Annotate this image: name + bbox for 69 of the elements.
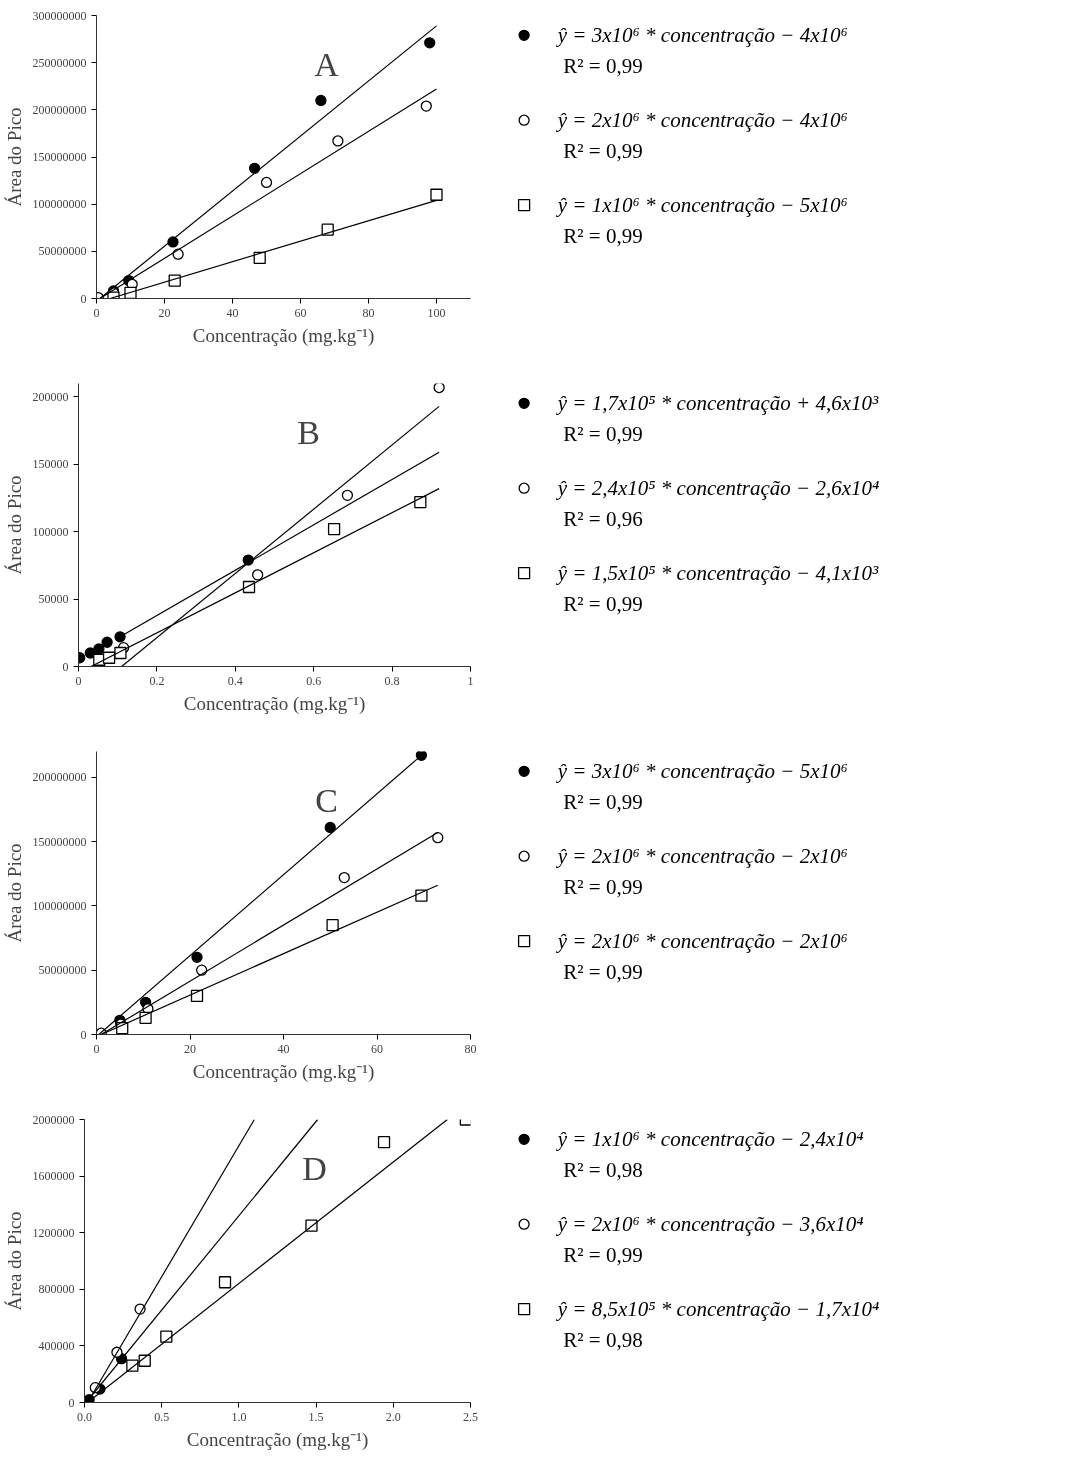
y-tick-label: 0 xyxy=(68,1395,75,1410)
x-tick-label: 80 xyxy=(464,1041,477,1056)
y-tick-label: 2000000 xyxy=(32,1112,75,1127)
y-tick-label: 50000000 xyxy=(38,963,87,978)
x-tick-label: 40 xyxy=(277,1041,290,1056)
x-tick-label: 0 xyxy=(93,1041,100,1056)
y-tick-label: 150000 xyxy=(32,457,69,472)
y-axis-title: Área do Pico xyxy=(3,1211,25,1311)
x-tick-label: 0.4 xyxy=(227,673,243,688)
x-tick-label: 1.5 xyxy=(308,1409,324,1424)
x-axis-title: Concentração (mg.kg⁻¹) xyxy=(192,1060,375,1083)
x-axis-title: Concentração (mg.kg⁻¹) xyxy=(192,324,375,347)
y-tick-label: 800000 xyxy=(38,1282,75,1297)
y-axis-title: Área do Pico xyxy=(3,843,25,943)
x-tick-label: 1.0 xyxy=(231,1409,247,1424)
y-tick-label: 0 xyxy=(62,659,69,674)
legend-label: ŷ = 3x10⁶ * concentração − 4x10⁶ R² = 0,99 xyxy=(555,23,848,79)
y-tick-label: 0 xyxy=(80,1027,87,1042)
legend-label: ŷ = 1x10⁶ * concentração − 5x10⁶ R² = 0,99 xyxy=(555,193,848,249)
x-tick-label: 0.8 xyxy=(384,673,400,688)
legend-label: ŷ = 2,4x10⁵ * concentração − 2,6x10⁴ R² = 0,96 xyxy=(555,476,880,532)
legend-label: ŷ = 1x10⁶ * concentração − 2,4x10⁴ R² = 0,98 xyxy=(555,1127,864,1183)
x-tick-label: 60 xyxy=(294,305,307,320)
text: D xyxy=(302,1149,327,1187)
legend-label: ŷ = 8,5x10⁵ * concentração − 1,7x10⁴ R² = 0,98 xyxy=(555,1297,880,1353)
y-tick-label: 200000000 xyxy=(32,102,87,117)
legend-label: ŷ = 1,5x10⁵ * concentração − 4,1x10³ R² = 0,99 xyxy=(555,561,880,617)
x-tick-label: 60 xyxy=(371,1041,383,1056)
y-tick-label: 200000000 xyxy=(32,770,87,785)
x-tick-label: 2.0 xyxy=(385,1409,401,1424)
legend-label: ŷ = 1,7x10⁵ * concentração + 4,6x10³ R² = 0,99 xyxy=(555,391,880,447)
x-tick-label: 80 xyxy=(362,305,375,320)
text: C xyxy=(315,781,338,819)
x-axis-title: Concentração (mg.kg⁻¹) xyxy=(186,1428,369,1451)
y-axis-title: Área do Pico xyxy=(3,475,25,575)
legend-label: ŷ = 2x10⁶ * concentração − 2x10⁶ R² = 0,99 xyxy=(555,929,848,985)
x-tick-label: 20 xyxy=(184,1041,196,1056)
y-tick-label: 200000 xyxy=(32,389,69,404)
text: B xyxy=(297,413,320,451)
y-tick-label: 100000000 xyxy=(32,898,87,913)
y-tick-label: 50000 xyxy=(38,592,69,607)
y-tick-label: 150000000 xyxy=(32,834,87,849)
y-tick-label: 400000 xyxy=(38,1338,75,1353)
y-tick-label: 100000000 xyxy=(32,197,87,212)
x-tick-label: 20 xyxy=(158,305,171,320)
y-tick-label: 1200000 xyxy=(32,1225,75,1240)
x-tick-label: 40 xyxy=(226,305,239,320)
legend-label: ŷ = 2x10⁶ * concentração − 4x10⁶ R² = 0,99 xyxy=(555,108,848,164)
y-tick-label: 50000000 xyxy=(38,244,87,259)
legend-label: ŷ = 2x10⁶ * concentração − 3,6x10⁴ R² = 0,99 xyxy=(555,1212,864,1268)
x-tick-label: 0.6 xyxy=(306,673,322,688)
legend-label: ŷ = 3x10⁶ * concentração − 5x10⁶ R² = 0,99 xyxy=(555,759,848,815)
x-tick-label: 0 xyxy=(93,305,100,320)
x-tick-label: 0.5 xyxy=(154,1409,170,1424)
y-tick-label: 0 xyxy=(80,291,87,306)
x-axis-title: Concentração (mg.kg⁻¹) xyxy=(183,692,366,715)
y-axis-title: Área do Pico xyxy=(3,107,25,207)
text: A xyxy=(314,45,340,83)
legend-label: ŷ = 2x10⁶ * concentração − 2x10⁶ R² = 0,99 xyxy=(555,844,848,900)
y-tick-label: 1600000 xyxy=(32,1169,75,1184)
x-tick-label: 1 xyxy=(467,673,474,688)
x-tick-label: 0.2 xyxy=(149,673,165,688)
x-tick-label: 100 xyxy=(427,305,446,320)
x-tick-label: 0.0 xyxy=(77,1409,92,1424)
y-tick-label: 250000000 xyxy=(32,55,87,70)
y-tick-label: 150000000 xyxy=(32,150,87,164)
y-tick-label: 100000 xyxy=(32,524,69,539)
y-tick-label: 300000000 xyxy=(32,8,87,23)
x-tick-label: 2.5 xyxy=(463,1409,478,1424)
